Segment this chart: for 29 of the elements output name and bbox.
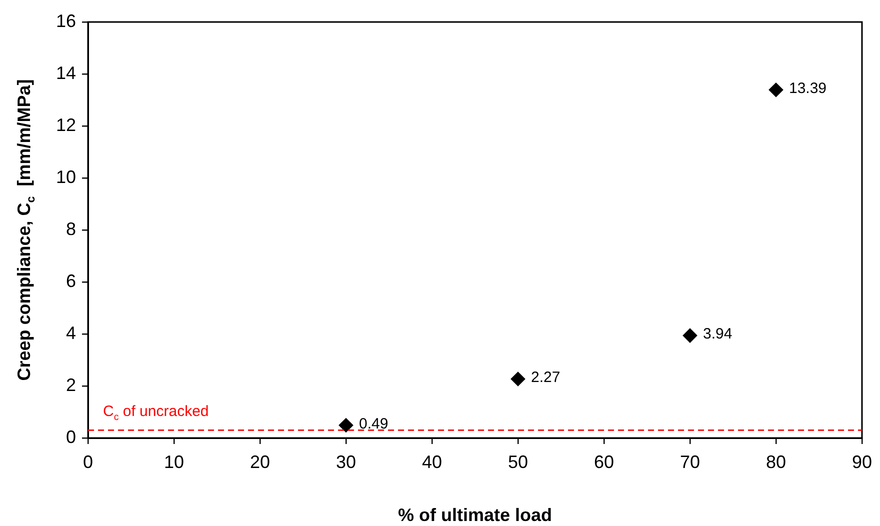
x-tick-label: 80 xyxy=(766,452,786,472)
x-tick-label: 20 xyxy=(250,452,270,472)
y-tick-label: 4 xyxy=(66,322,76,343)
y-axis-title: Creep compliance, Cc [mm/m/MPa] xyxy=(14,79,38,381)
x-tick-label: 40 xyxy=(422,452,442,472)
data-label: 0.49 xyxy=(358,415,388,432)
y-tick-label: 16 xyxy=(56,10,76,31)
x-tick-label: 10 xyxy=(164,452,184,472)
y-tick-label: 2 xyxy=(66,374,76,395)
x-tick-label: 50 xyxy=(508,452,528,472)
x-tick-label: 70 xyxy=(680,452,700,472)
x-tick-label: 30 xyxy=(336,452,356,472)
point xyxy=(682,328,697,343)
x-axis-title: % of ultimate load xyxy=(398,505,552,525)
y-tick-label: 8 xyxy=(66,218,76,239)
point xyxy=(338,418,353,432)
x-tick-label: 60 xyxy=(594,452,614,472)
y-tick-label: 0 xyxy=(66,426,76,447)
y-tick-label: 14 xyxy=(56,62,76,83)
y-tick-label: 6 xyxy=(66,270,76,291)
x-tick-label: 90 xyxy=(852,452,872,472)
data-label: 3.94 xyxy=(702,326,732,343)
y-tick-label: 12 xyxy=(56,114,76,135)
point xyxy=(510,372,525,386)
data-label: 13.39 xyxy=(788,80,827,97)
x-tick-label: 0 xyxy=(82,452,94,472)
point xyxy=(768,82,783,97)
data-label: 2.27 xyxy=(530,369,560,386)
y-tick-label: 10 xyxy=(56,166,76,187)
